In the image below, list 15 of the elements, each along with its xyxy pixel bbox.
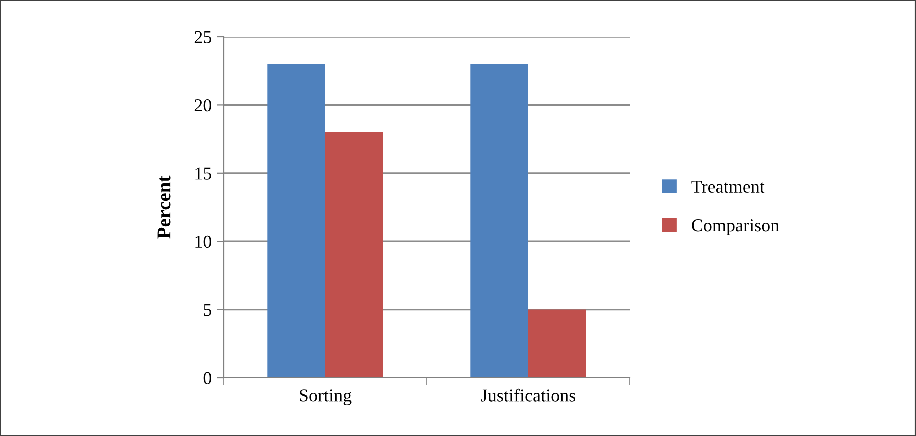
bar: [470, 64, 528, 378]
y-tick-label: 25: [194, 31, 212, 44]
y-axis-title: Percent: [158, 176, 171, 239]
y-tick-label: 10: [196, 236, 212, 248]
legend-label: Treatment: [692, 181, 765, 193]
y-tick-label: 15: [196, 168, 212, 180]
legend-label: Comparison: [692, 220, 780, 236]
y-tick-label: 0: [204, 372, 212, 384]
x-tick-label: Justifications: [481, 388, 576, 402]
bar: [268, 64, 326, 378]
x-tick-label: Sorting: [300, 390, 352, 406]
bar: [528, 310, 586, 378]
y-tick-label: 5: [204, 304, 212, 316]
bar: [326, 132, 384, 378]
y-tick-label: 20: [194, 99, 212, 112]
